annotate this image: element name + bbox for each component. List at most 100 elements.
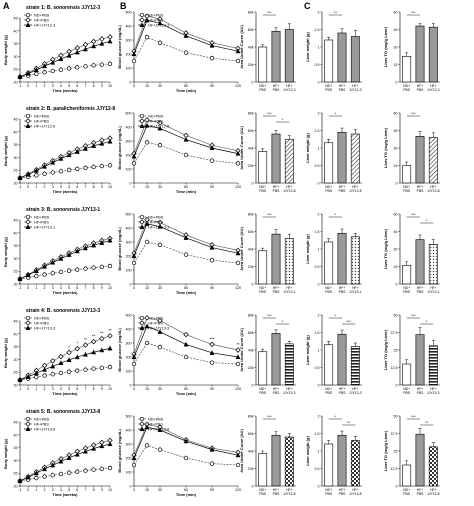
y-tick-label: 30 bbox=[14, 459, 18, 463]
data-point bbox=[144, 443, 150, 448]
legend-marker bbox=[25, 123, 31, 129]
legend-label: HF+PBS bbox=[34, 321, 49, 325]
y-tick-label: 0 bbox=[252, 182, 254, 186]
significance-marker: *** bbox=[267, 111, 272, 116]
data-point bbox=[58, 353, 64, 360]
data-point bbox=[209, 42, 215, 48]
y-axis-label: Liver weight (g) bbox=[305, 32, 310, 62]
category-label: HF+ bbox=[273, 387, 280, 391]
category-label: PBS bbox=[417, 189, 425, 193]
significance-marker: * bbox=[76, 341, 78, 346]
data-point bbox=[131, 253, 137, 259]
data-point bbox=[82, 342, 89, 348]
legend-marker bbox=[139, 118, 145, 124]
x-tick-label: 2 bbox=[44, 185, 46, 189]
data-point bbox=[235, 58, 241, 64]
y-tick-label: 400 bbox=[126, 126, 132, 130]
legend-marker bbox=[25, 421, 31, 427]
chart-title: strain 3: B. sonorensis JJY13-1 bbox=[26, 207, 100, 213]
category-label: PBS bbox=[259, 88, 267, 92]
x-tick-label: 9 bbox=[101, 84, 103, 88]
data-point bbox=[107, 138, 113, 144]
x-tick-label: 30 bbox=[158, 387, 162, 391]
y-tick-label: 100 bbox=[126, 370, 132, 374]
category-label: HF+ bbox=[339, 286, 346, 290]
bar bbox=[415, 239, 425, 285]
y-tick-label: 45 bbox=[14, 421, 18, 425]
data-point bbox=[42, 63, 48, 69]
y-tick-label: 0 bbox=[130, 182, 132, 186]
y-tick-label: 0 bbox=[252, 485, 254, 489]
x-tick-label: 60 bbox=[184, 286, 188, 290]
x-axis-label: Time (weeks) bbox=[52, 290, 78, 295]
data-point bbox=[58, 269, 64, 275]
data-point bbox=[235, 347, 241, 353]
legend-label: ND+PBS bbox=[148, 215, 164, 219]
data-point bbox=[66, 470, 72, 475]
data-point bbox=[66, 349, 72, 356]
x-tick-label: 7 bbox=[84, 286, 86, 290]
y-axis-label: Blood glucose (mg/dL) bbox=[117, 126, 122, 170]
category-label: HF+ bbox=[286, 84, 293, 88]
x-tick-label: 120 bbox=[235, 286, 241, 290]
bar bbox=[284, 29, 294, 83]
y-tick-label: 37.5 bbox=[391, 432, 398, 436]
y-tick-label: 400 bbox=[126, 328, 132, 332]
data-point bbox=[91, 63, 96, 68]
category-label: HF+ bbox=[430, 387, 437, 391]
data-point bbox=[209, 258, 215, 263]
significance-marker: * bbox=[335, 111, 337, 116]
y-axis-label: Liver weight (g) bbox=[305, 335, 310, 365]
category-label: PBS bbox=[339, 290, 347, 294]
y-tick-label: 1 bbox=[318, 349, 320, 353]
bar bbox=[337, 434, 347, 487]
data-point bbox=[83, 367, 88, 372]
y-tick-label: 50 bbox=[394, 314, 398, 318]
category-label: PBS bbox=[403, 88, 411, 92]
x-tick-label: -1 bbox=[18, 387, 21, 391]
x-tick-label: 15 bbox=[145, 185, 149, 189]
x-tick-label: 7 bbox=[84, 488, 86, 492]
legend-label: HF+JJY12-3 bbox=[34, 23, 55, 27]
series-line-0 bbox=[19, 265, 111, 280]
y-tick-label: 20k bbox=[248, 265, 254, 269]
legend-label: ND+PBS bbox=[34, 316, 50, 320]
legend-marker bbox=[139, 123, 145, 129]
category-label: JJY13-1 bbox=[349, 290, 362, 294]
data-point bbox=[42, 272, 47, 277]
data-point bbox=[209, 244, 215, 250]
x-tick-label: 0 bbox=[27, 84, 29, 88]
y-tick-label: 0 bbox=[396, 384, 398, 388]
y-axis-label: Blood glucose (mg/dL) bbox=[117, 25, 122, 69]
y-tick-label: 1 bbox=[318, 147, 320, 151]
data-point bbox=[183, 136, 189, 142]
x-tick-label: 1 bbox=[35, 286, 37, 290]
data-point bbox=[91, 265, 96, 270]
data-point bbox=[42, 263, 48, 269]
data-point bbox=[209, 461, 215, 466]
legend-label: HF+PBS bbox=[148, 422, 163, 426]
legend-label: HF+PBS bbox=[148, 18, 163, 22]
legend-label: HF+JJY13-8 bbox=[34, 427, 55, 431]
data-point bbox=[34, 273, 39, 279]
y-tick-label: 0 bbox=[252, 81, 254, 85]
x-tick-label: 5 bbox=[68, 387, 70, 391]
category-label: JJY13-8 bbox=[349, 492, 362, 496]
category-label: ND+ bbox=[259, 185, 266, 189]
y-axis-label: Body weight (g) bbox=[3, 438, 8, 469]
y-tick-label: 20k bbox=[248, 63, 254, 67]
data-point bbox=[235, 452, 241, 458]
bar bbox=[415, 433, 425, 487]
category-label: JJY13-3 bbox=[283, 391, 296, 395]
category-label: HF+ bbox=[273, 185, 280, 189]
data-point bbox=[82, 351, 88, 357]
data-point bbox=[107, 237, 113, 243]
category-label: HF+ bbox=[430, 488, 437, 492]
data-point bbox=[107, 441, 113, 447]
y-tick-label: 15 bbox=[394, 164, 398, 168]
x-tick-label: 6 bbox=[76, 185, 78, 189]
x-tick-label: 2 bbox=[44, 387, 46, 391]
data-point bbox=[74, 451, 80, 457]
